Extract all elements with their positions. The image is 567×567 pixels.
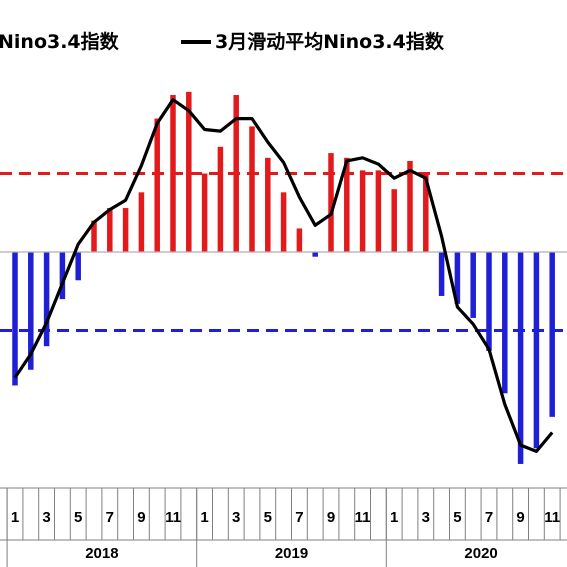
- bar: [122, 208, 129, 252]
- x-tick-label: 5: [453, 509, 461, 526]
- bar: [138, 192, 145, 252]
- bar: [423, 173, 429, 252]
- x-tick-label: 11: [355, 509, 371, 526]
- bar: [375, 170, 382, 252]
- bar: [170, 95, 176, 252]
- x-tick-label: 1: [200, 509, 208, 526]
- bar: [328, 153, 334, 252]
- bar: [486, 252, 492, 351]
- bar: [59, 252, 66, 300]
- bar: [233, 95, 239, 252]
- bar: [265, 157, 271, 252]
- legend-line-label: 3月滑动平均Nino3.4指数: [215, 30, 445, 53]
- x-tick-label: 7: [106, 509, 114, 526]
- x-tick-label: 11: [165, 509, 181, 526]
- bar: [312, 252, 318, 257]
- x-tick-label: 3: [422, 509, 430, 526]
- bar: [296, 228, 303, 252]
- x-tick-label: 9: [327, 509, 335, 526]
- bar: [454, 252, 461, 304]
- bar: [438, 252, 445, 296]
- x-tick-label: 11: [544, 509, 560, 526]
- legend: Nino3.4指数 3月滑动平均Nino3.4指数: [0, 30, 445, 53]
- x-tick-label: 1: [390, 509, 398, 526]
- moving-average-line: [13, 98, 554, 453]
- year-label: 2019: [275, 545, 308, 562]
- x-tick-label: 1: [11, 509, 19, 526]
- x-tick-label: 3: [232, 509, 240, 526]
- bar: [28, 252, 34, 370]
- bar: [359, 170, 366, 252]
- x-tick-label: 5: [74, 509, 82, 526]
- x-tick-label: 7: [295, 509, 303, 526]
- x-tick-label: 9: [516, 509, 524, 526]
- bar: [391, 189, 397, 252]
- bar: [549, 252, 555, 417]
- x-tick-label: 5: [264, 509, 272, 526]
- x-tick-label: 7: [485, 509, 493, 526]
- bar: [470, 252, 476, 318]
- bar: [107, 208, 113, 252]
- bar: [91, 220, 97, 252]
- bar: [533, 252, 540, 449]
- bar: [407, 160, 413, 252]
- bar: [12, 252, 18, 386]
- bar: [201, 173, 208, 252]
- legend-bar-label: Nino3.4指数: [0, 30, 120, 53]
- bar: [280, 192, 287, 252]
- bar: [344, 157, 350, 252]
- year-label: 2018: [85, 545, 118, 562]
- x-tick-label: 9: [137, 509, 145, 526]
- bar: [502, 252, 508, 394]
- year-label: 2020: [464, 545, 497, 562]
- bar: [186, 91, 192, 252]
- bar: [75, 252, 81, 281]
- bar: [249, 126, 255, 252]
- x-tick-label: 3: [42, 509, 50, 526]
- bar: [517, 252, 524, 464]
- bar: [217, 146, 224, 252]
- bar: [43, 252, 50, 347]
- bar: [154, 118, 160, 252]
- bar-series: [12, 91, 555, 464]
